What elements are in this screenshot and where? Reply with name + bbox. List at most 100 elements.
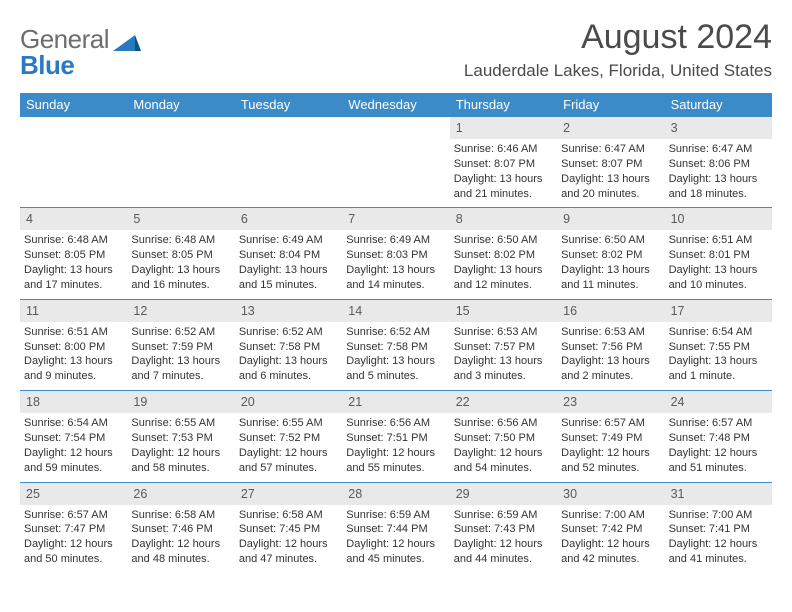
day-number-bar <box>20 117 127 139</box>
day-number: 14 <box>348 304 362 318</box>
calendar-day <box>20 117 127 207</box>
daylight-text: Daylight: 12 hours and 47 minutes. <box>239 537 338 567</box>
daylight-text: Daylight: 13 hours and 3 minutes. <box>454 354 553 384</box>
calendar-day: 10Sunrise: 6:51 AMSunset: 8:01 PMDayligh… <box>665 208 772 298</box>
sunset-text: Sunset: 7:43 PM <box>454 522 553 537</box>
brand-mark-icon <box>113 29 141 51</box>
daylight-text: Daylight: 12 hours and 45 minutes. <box>346 537 445 567</box>
daylight-text: Daylight: 13 hours and 17 minutes. <box>24 263 123 293</box>
sunrise-text: Sunrise: 6:59 AM <box>454 508 553 523</box>
calendar-day: 8 Sunrise: 6:50 AMSunset: 8:02 PMDaylight… <box>450 208 557 298</box>
sunset-text: Sunset: 7:51 PM <box>346 431 445 446</box>
calendar-day: 16Sunrise: 6:53 AMSunset: 7:56 PMDayligh… <box>557 300 664 390</box>
location-subtitle: Lauderdale Lakes, Florida, United States <box>464 61 772 81</box>
daylight-text: Daylight: 12 hours and 54 minutes. <box>454 446 553 476</box>
daylight-text: Daylight: 12 hours and 57 minutes. <box>239 446 338 476</box>
day-details: Sunrise: 6:58 AMSunset: 7:46 PMDaylight:… <box>131 508 230 567</box>
weekday-header: Saturday <box>665 93 772 117</box>
daylight-text: Daylight: 13 hours and 18 minutes. <box>669 172 768 202</box>
day-number-bar: 18 <box>20 391 127 413</box>
day-number: 1 <box>456 121 463 135</box>
weekday-header: Wednesday <box>342 93 449 117</box>
day-number-bar: 6 <box>235 208 342 230</box>
day-details: Sunrise: 7:00 AMSunset: 7:41 PMDaylight:… <box>669 508 768 567</box>
sunrise-text: Sunrise: 6:54 AM <box>24 416 123 431</box>
day-number-bar: 29 <box>450 483 557 505</box>
day-number <box>26 121 29 135</box>
sunset-text: Sunset: 7:49 PM <box>561 431 660 446</box>
calendar-day: 22Sunrise: 6:56 AMSunset: 7:50 PMDayligh… <box>450 391 557 481</box>
sunset-text: Sunset: 8:02 PM <box>454 248 553 263</box>
calendar-day: 9Sunrise: 6:50 AMSunset: 8:02 PMDaylight… <box>557 208 664 298</box>
calendar-day: 18Sunrise: 6:54 AMSunset: 7:54 PMDayligh… <box>20 391 127 481</box>
sunrise-text: Sunrise: 6:54 AM <box>669 325 768 340</box>
day-number: 31 <box>671 487 685 501</box>
day-details: Sunrise: 6:52 AMSunset: 7:59 PMDaylight:… <box>131 325 230 384</box>
calendar-body: 1 Sunrise: 6:46 AMSunset: 8:07 PM Daylight… <box>20 117 772 573</box>
daylight-text: Daylight: 13 hours and 14 minutes. <box>346 263 445 293</box>
calendar-day: 19Sunrise: 6:55 AMSunset: 7:53 PMDayligh… <box>127 391 234 481</box>
calendar-day: 23Sunrise: 6:57 AMSunset: 7:49 PMDayligh… <box>557 391 664 481</box>
calendar-week: 4Sunrise: 6:48 AMSunset: 8:05 PMDaylight… <box>20 208 772 299</box>
daylight-text: Daylight: 12 hours and 48 minutes. <box>131 537 230 567</box>
day-details: Sunrise: 6:55 AMSunset: 7:53 PMDaylight:… <box>131 416 230 475</box>
sunset-text: Sunset: 7:44 PM <box>346 522 445 537</box>
sunrise-text: Sunrise: 6:49 AM <box>346 233 445 248</box>
day-number: 10 <box>671 212 685 226</box>
sunset-text: Sunset: 8:07 PM <box>454 157 553 172</box>
sunrise-text: Sunrise: 6:52 AM <box>131 325 230 340</box>
day-number: 11 <box>26 304 39 318</box>
calendar-week: 11Sunrise: 6:51 AMSunset: 8:00 PMDayligh… <box>20 300 772 391</box>
calendar-day <box>127 117 234 207</box>
daylight-text: Daylight: 12 hours and 52 minutes. <box>561 446 660 476</box>
day-number: 30 <box>563 487 577 501</box>
daylight-text: Daylight: 13 hours and 15 minutes. <box>239 263 338 293</box>
day-number-bar <box>342 117 449 139</box>
sunrise-text: Sunrise: 6:56 AM <box>346 416 445 431</box>
sunrise-text: Sunrise: 6:51 AM <box>669 233 768 248</box>
day-details: Sunrise: 7:00 AMSunset: 7:42 PMDaylight:… <box>561 508 660 567</box>
sunrise-text: Sunrise: 6:56 AM <box>454 416 553 431</box>
weekday-header: Tuesday <box>235 93 342 117</box>
day-number-bar: 21 <box>342 391 449 413</box>
daylight-text: Daylight: 12 hours and 55 minutes. <box>346 446 445 476</box>
brand-name-2-wrap: Blue <box>20 50 74 81</box>
day-details: Sunrise: 6:59 AMSunset: 7:43 PMDaylight:… <box>454 508 553 567</box>
day-details: Sunrise: 6:56 AMSunset: 7:51 PMDaylight:… <box>346 416 445 475</box>
sunrise-text: Sunrise: 6:46 AM <box>454 142 553 157</box>
day-details: Sunrise: 6:57 AMSunset: 7:47 PMDaylight:… <box>24 508 123 567</box>
day-number-bar: 26 <box>127 483 234 505</box>
sunrise-text: Sunrise: 6:48 AM <box>24 233 123 248</box>
weekday-header: Monday <box>127 93 234 117</box>
calendar-day <box>342 117 449 207</box>
sunset-text: Sunset: 7:48 PM <box>669 431 768 446</box>
day-number: 20 <box>241 395 255 409</box>
calendar-day: 29 Sunrise: 6:59 AMSunset: 7:43 PMDayligh… <box>450 483 557 573</box>
sunset-text: Sunset: 7:53 PM <box>131 431 230 446</box>
day-number-bar: 8 <box>450 208 557 230</box>
sunset-text: Sunset: 7:58 PM <box>346 340 445 355</box>
calendar-day: 20Sunrise: 6:55 AMSunset: 7:52 PMDayligh… <box>235 391 342 481</box>
sunset-text: Sunset: 8:03 PM <box>346 248 445 263</box>
calendar-week: 1 Sunrise: 6:46 AMSunset: 8:07 PM Daylight… <box>20 117 772 208</box>
day-details: Sunrise: 6:56 AMSunset: 7:50 PMDaylight:… <box>454 416 553 475</box>
sunset-text: Sunset: 7:57 PM <box>454 340 553 355</box>
calendar-day: 17Sunrise: 6:54 AMSunset: 7:55 PMDayligh… <box>665 300 772 390</box>
calendar-day: 30 Sunrise: 7:00 AMSunset: 7:42 PMDayligh… <box>557 483 664 573</box>
daylight-text: Daylight: 13 hours and 12 minutes. <box>454 263 553 293</box>
day-number-bar: 9 <box>557 208 664 230</box>
sunrise-text: Sunrise: 6:49 AM <box>239 233 338 248</box>
daylight-text: Daylight: 13 hours and 9 minutes. <box>24 354 123 384</box>
daylight-text: Daylight: 12 hours and 58 minutes. <box>131 446 230 476</box>
day-details: Sunrise: 6:50 AMSunset: 8:02 PMDaylight:… <box>454 233 553 292</box>
day-number <box>348 121 351 135</box>
day-number-bar: 24 <box>665 391 772 413</box>
sunrise-text: Sunrise: 6:57 AM <box>669 416 768 431</box>
calendar-day: 11Sunrise: 6:51 AMSunset: 8:00 PMDayligh… <box>20 300 127 390</box>
day-number: 29 <box>456 487 470 501</box>
calendar-day: 21 Sunrise: 6:56 AMSunset: 7:51 PMDayligh… <box>342 391 449 481</box>
daylight-text: Daylight: 13 hours and 10 minutes. <box>669 263 768 293</box>
sunrise-text: Sunrise: 6:50 AM <box>561 233 660 248</box>
calendar-day: 15Sunrise: 6:53 AMSunset: 7:57 PMDayligh… <box>450 300 557 390</box>
daylight-text: Daylight: 13 hours and 6 minutes. <box>239 354 338 384</box>
